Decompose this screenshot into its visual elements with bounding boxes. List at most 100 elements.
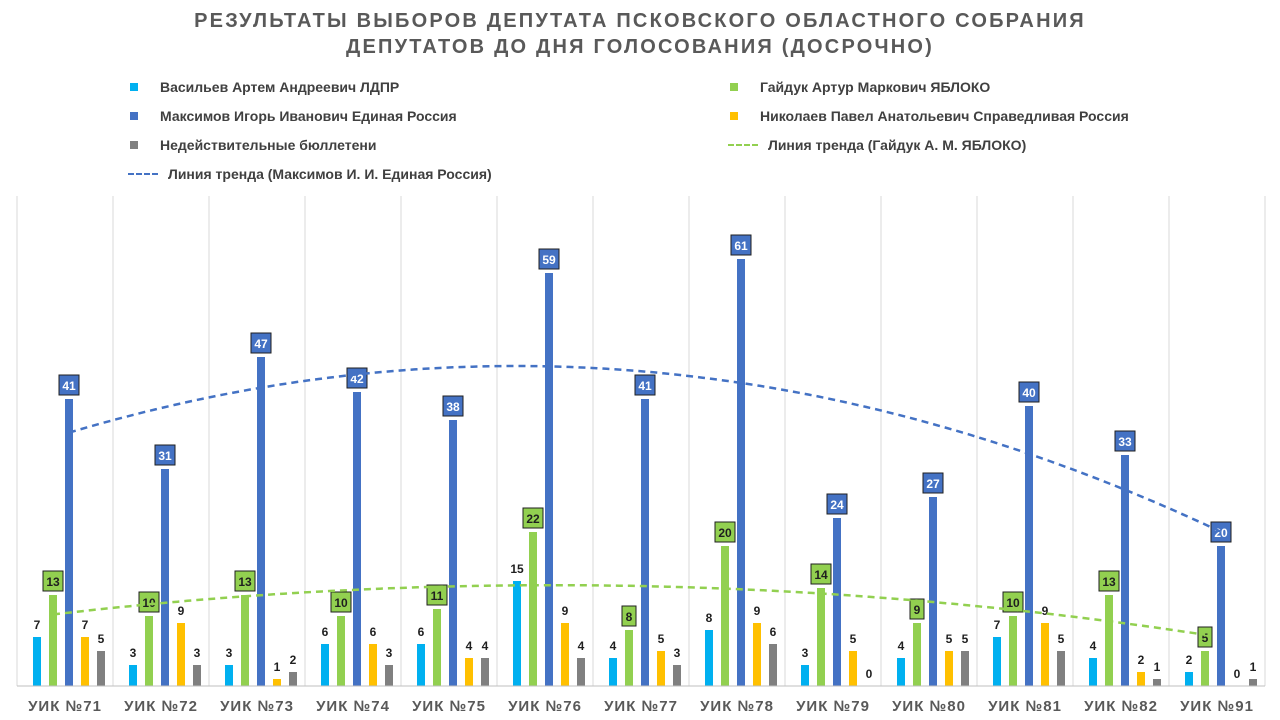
data-label: 3 bbox=[194, 646, 201, 660]
data-label: 2 bbox=[290, 653, 297, 667]
data-label: 4 bbox=[1090, 639, 1097, 653]
data-label: 24 bbox=[830, 498, 844, 512]
data-label: 9 bbox=[914, 603, 921, 617]
bar-nikolaev bbox=[369, 644, 377, 686]
x-tick-label: УИК №78 bbox=[700, 698, 774, 715]
data-label-box bbox=[1197, 626, 1213, 648]
bar-nikolaev bbox=[753, 623, 761, 686]
bar-maksimov bbox=[1025, 406, 1033, 686]
data-label: 8 bbox=[706, 611, 713, 625]
data-label: 9 bbox=[562, 604, 569, 618]
bar-vasiliev bbox=[513, 581, 521, 686]
bar-nikolaev bbox=[1041, 623, 1049, 686]
data-label-box bbox=[442, 395, 464, 417]
data-label: 47 bbox=[254, 337, 268, 351]
data-label-box bbox=[922, 472, 944, 494]
data-label: 5 bbox=[850, 632, 857, 646]
data-label: 9 bbox=[178, 604, 185, 618]
data-label: 40 bbox=[1022, 386, 1036, 400]
legend-item-trend-gaiduk: Линия тренда (Гайдук А. М. ЯБЛОКО) bbox=[728, 137, 1026, 153]
data-label: 22 bbox=[526, 512, 540, 526]
bar-maksimov bbox=[1121, 455, 1129, 686]
data-label: 3 bbox=[386, 646, 393, 660]
data-label: 14 bbox=[814, 568, 828, 582]
data-label: 9 bbox=[754, 604, 761, 618]
legend-item-nikolaev: Николаев Павел Анатольевич Справедливая … bbox=[730, 108, 1129, 124]
data-label-box bbox=[250, 332, 272, 354]
data-label-box bbox=[522, 507, 544, 529]
data-label: 1 bbox=[1250, 660, 1257, 674]
legend-item-invalid: Недействительные бюллетени bbox=[130, 137, 376, 153]
legend-label: Линия тренда (Максимов И. И. Единая Росс… bbox=[168, 166, 492, 182]
data-label: 59 bbox=[542, 253, 556, 267]
legend-label: Николаев Павел Анатольевич Справедливая … bbox=[760, 108, 1129, 124]
data-label: 6 bbox=[370, 625, 377, 639]
bar-nikolaev bbox=[465, 658, 473, 686]
data-label: 0 bbox=[866, 667, 873, 681]
bar-invalid bbox=[769, 644, 777, 686]
bar-invalid bbox=[961, 651, 969, 686]
bar-vasiliev bbox=[897, 658, 905, 686]
legend-swatch-icon bbox=[130, 83, 138, 91]
data-label-box bbox=[714, 521, 736, 543]
bar-nikolaev bbox=[1137, 672, 1145, 686]
legend-item-gaiduk: Гайдук Артур Маркович ЯБЛОКО bbox=[730, 79, 990, 95]
data-label-box bbox=[346, 367, 368, 389]
data-label: 4 bbox=[578, 639, 585, 653]
data-label: 6 bbox=[770, 625, 777, 639]
legend-item-trend-maksimov: Линия тренда (Максимов И. И. Единая Росс… bbox=[128, 166, 492, 182]
data-label: 10 bbox=[334, 596, 348, 610]
data-label: 41 bbox=[638, 379, 652, 393]
bar-maksimov bbox=[1217, 546, 1225, 686]
legend-swatch-icon bbox=[130, 141, 138, 149]
data-label: 5 bbox=[1058, 632, 1065, 646]
bar-vasiliev bbox=[993, 637, 1001, 686]
bar-maksimov bbox=[449, 420, 457, 686]
bar-nikolaev bbox=[273, 679, 281, 686]
bar-gaiduk bbox=[241, 595, 249, 686]
legend-dashed-line-icon bbox=[128, 173, 158, 175]
x-tick-label: УИК №71 bbox=[28, 698, 102, 715]
chart-title-line1: РЕЗУЛЬТАТЫ ВЫБОРОВ ДЕПУТАТА ПСКОВСКОГО О… bbox=[194, 10, 1086, 32]
bar-vasiliev bbox=[609, 658, 617, 686]
x-tick-label: УИК №82 bbox=[1084, 698, 1158, 715]
x-tick-label: УИК №79 bbox=[796, 698, 870, 715]
data-label: 38 bbox=[446, 400, 460, 414]
legend-label: Максимов Игорь Иванович Единая Россия bbox=[160, 108, 457, 124]
bar-invalid bbox=[193, 665, 201, 686]
data-label: 13 bbox=[1102, 575, 1116, 589]
bar-maksimov bbox=[641, 399, 649, 686]
legend-item-maksimov: Максимов Игорь Иванович Единая Россия bbox=[130, 108, 457, 124]
x-tick-label: УИК №77 bbox=[604, 698, 678, 715]
bar-gaiduk bbox=[529, 532, 537, 686]
data-label: 2 bbox=[1138, 653, 1145, 667]
trendline-gaiduk bbox=[52, 583, 1206, 637]
data-label: 13 bbox=[46, 575, 60, 589]
bar-invalid bbox=[481, 658, 489, 686]
bar-vasiliev bbox=[1089, 658, 1097, 686]
bar-invalid bbox=[1249, 679, 1257, 686]
data-label: 1 bbox=[1154, 660, 1161, 674]
bar-vasiliev bbox=[225, 665, 233, 686]
legend-swatch-icon bbox=[730, 83, 738, 91]
data-label-box bbox=[730, 234, 752, 256]
bar-gaiduk bbox=[1201, 651, 1209, 686]
bar-nikolaev bbox=[657, 651, 665, 686]
data-label: 41 bbox=[62, 379, 76, 393]
data-label-box bbox=[426, 584, 448, 606]
data-label: 1 bbox=[274, 660, 281, 674]
x-tick-label: УИК №81 bbox=[988, 698, 1062, 715]
legend-swatch-icon bbox=[130, 112, 138, 120]
data-label: 9 bbox=[1042, 604, 1049, 618]
bar-nikolaev bbox=[945, 651, 953, 686]
data-label: 3 bbox=[130, 646, 137, 660]
data-label-box bbox=[154, 444, 176, 466]
bar-gaiduk bbox=[145, 616, 153, 686]
bar-gaiduk bbox=[913, 623, 921, 686]
bar-vasiliev bbox=[1185, 672, 1193, 686]
x-tick-label: УИК №73 bbox=[220, 698, 294, 715]
data-label: 27 bbox=[926, 477, 940, 491]
data-label: 5 bbox=[98, 632, 105, 646]
legend-label: Недействительные бюллетени bbox=[160, 137, 377, 153]
